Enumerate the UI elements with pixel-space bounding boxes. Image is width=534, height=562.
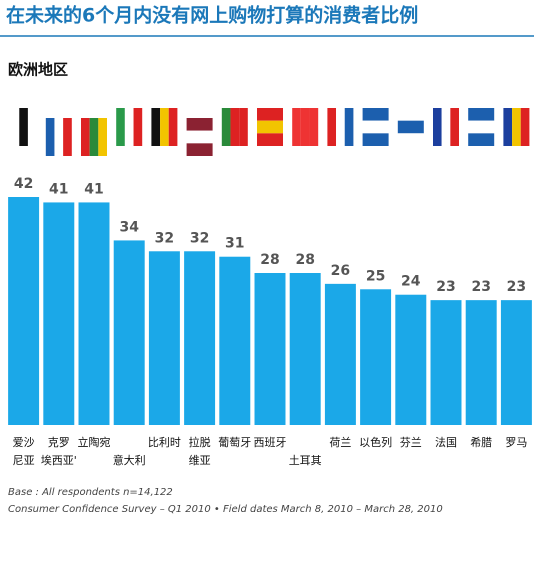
bar [184, 251, 216, 425]
flag-stripe [397, 133, 424, 146]
flag-stripe [19, 108, 28, 146]
flag-stripe [160, 108, 169, 146]
flag-stripe [397, 120, 424, 134]
flag-stripe [81, 118, 90, 156]
flag-stripe [89, 118, 99, 156]
value-label: 23 [507, 279, 526, 295]
value-label: 23 [436, 279, 455, 295]
value-label: 41 [49, 181, 68, 197]
value-label: 32 [155, 230, 174, 246]
flag-stripe [512, 108, 521, 146]
flag-stripe [344, 108, 354, 146]
x-tick-label: 土耳其 [289, 454, 322, 467]
value-label: 23 [471, 279, 490, 295]
flag-stripe [230, 108, 240, 146]
flag-stripe [327, 108, 337, 146]
x-tick-label: 芬兰 [400, 436, 422, 449]
flag-stripe [362, 120, 389, 134]
x-tick-label: 爱沙 [13, 436, 35, 449]
flag-stripe [257, 133, 283, 146]
flag-stripe [300, 108, 310, 146]
x-tick-label: 埃西亚' [41, 453, 77, 467]
x-tick-label: 克罗 [48, 436, 70, 449]
value-label: 28 [260, 252, 279, 268]
flag-stripe [336, 108, 345, 146]
x-tick-label: 维亚 [189, 454, 211, 467]
flag-stripe [124, 108, 134, 146]
flag-stripe [45, 118, 55, 156]
value-label: 24 [401, 274, 421, 290]
flag-stripe [63, 118, 72, 156]
note: Consumer Confidence Survey – Q1 2010 • F… [8, 504, 443, 515]
value-label: 32 [190, 230, 209, 246]
flag-stripe [186, 118, 213, 131]
flag-stripe [257, 108, 283, 121]
flag-stripe [433, 108, 442, 146]
x-tick-label: 罗马 [505, 436, 527, 449]
flag-stripe [151, 108, 161, 146]
value-label: 25 [366, 268, 385, 284]
value-label: 42 [14, 176, 33, 192]
bar [465, 300, 497, 425]
x-tick-label: 比利时 [148, 436, 181, 449]
value-label: 31 [225, 236, 244, 252]
x-tick-label: 立陶宛 [78, 435, 111, 449]
flag-stripe [186, 143, 213, 156]
chart-title: 在未来的6个月内没有网上购物打算的消费者比例 [6, 4, 418, 27]
flag-stripe [239, 108, 248, 146]
bar [500, 300, 532, 425]
bar [78, 202, 110, 425]
chart-subtitle: 欧洲地区 [8, 61, 68, 79]
flag-stripe [309, 108, 319, 146]
flag-stripe [292, 108, 301, 146]
flag-stripe [98, 118, 107, 156]
x-tick-label: 葡萄牙 [218, 436, 251, 449]
x-tick-label: 以色列 [359, 435, 392, 449]
bar [219, 256, 251, 425]
flag-stripe [397, 108, 424, 121]
x-tick-label: 意大利 [113, 453, 146, 467]
flag-stripe [168, 108, 178, 146]
bar [324, 283, 356, 425]
value-label: 28 [295, 252, 314, 268]
flag-stripe [54, 118, 64, 156]
x-tick-label: 拉脱 [189, 435, 211, 449]
bar [430, 300, 462, 425]
bar [8, 197, 40, 425]
note: Base : All respondents n=14,122 [8, 487, 173, 498]
flag-stripe [503, 108, 513, 146]
flag-stripe [116, 108, 125, 146]
bar [254, 273, 286, 425]
flag-stripe [10, 108, 20, 146]
flag-stripe [450, 108, 459, 146]
flag-stripe [133, 108, 143, 146]
flag-stripe [441, 108, 451, 146]
x-tick-label: 尼亚 [13, 454, 35, 467]
flag-stripe [257, 120, 283, 134]
flag-stripe [27, 108, 37, 146]
bar [360, 289, 392, 425]
bar [43, 202, 75, 425]
x-tick-label: 希腊 [470, 435, 492, 449]
x-tick-label: 荷兰 [329, 436, 351, 449]
flag-stripe [362, 108, 389, 121]
flag-stripe [468, 120, 495, 134]
flag-stripe [520, 108, 530, 146]
bar [395, 294, 427, 425]
value-label: 26 [331, 263, 350, 279]
x-tick-label: 法国 [435, 435, 457, 449]
bar [148, 251, 180, 425]
flag-stripe [468, 108, 495, 121]
bar [113, 240, 145, 425]
flag-stripe [362, 133, 389, 146]
value-label: 34 [119, 219, 139, 235]
bar [289, 273, 321, 425]
flag-stripe [468, 133, 495, 146]
x-tick-label: 西班牙 [254, 436, 287, 449]
flag-stripe [186, 130, 213, 144]
value-label: 41 [84, 181, 103, 197]
flag-stripe [221, 108, 231, 146]
